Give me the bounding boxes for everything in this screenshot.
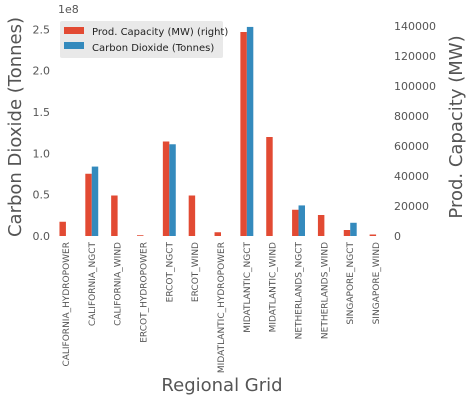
- bar-capacity-ercot_ngct: [162, 141, 170, 236]
- bar-capacity-singapore_ngct: [343, 230, 351, 236]
- bar-capacity-netherlands_ngct: [292, 209, 299, 236]
- left-tick-label: 2.5: [33, 23, 51, 36]
- left-tick-label: 2.0: [33, 65, 51, 78]
- x-tick-label: CALIFORNIA_HYDROPOWER: [62, 242, 72, 367]
- left-axis-multiplier: 1e8: [58, 3, 79, 16]
- legend-box: [60, 21, 223, 58]
- right-tick-label: 60000: [394, 140, 429, 153]
- right-tick-label: 140000: [394, 20, 436, 33]
- bar-capacity-netherlands_wind: [317, 215, 325, 236]
- x-tick-label: CALIFORNIA_NGCT: [88, 241, 98, 326]
- right-axis-label: Prod. Capacity (MW): [446, 35, 467, 218]
- left-tick-label: 0.5: [33, 189, 51, 202]
- right-tick-label: 40000: [394, 170, 429, 183]
- left-tick-label: 1.5: [33, 106, 51, 119]
- x-tick-label: NETHERLANDS_NGCT: [295, 242, 305, 340]
- x-axis-label: Regional Grid: [161, 375, 282, 396]
- bar-carbon-singapore_ngct: [350, 222, 357, 236]
- left-tick-label: 1.0: [33, 147, 51, 160]
- x-tick-label: SINGAPORE_NGCT: [346, 241, 356, 324]
- x-tick-label: NETHERLANDS_WIND: [320, 242, 330, 339]
- bar-capacity-california_hydropower: [59, 221, 66, 236]
- bar-carbon-midatlantic_ngct: [246, 26, 254, 237]
- right-tick-label: 20000: [394, 200, 429, 213]
- x-tick-label: MIDATLANTIC_WIND: [269, 242, 279, 332]
- bar-capacity-midatlantic_ngct: [240, 32, 247, 236]
- x-axis-ticks: CALIFORNIA_HYDROPOWER CALIFORNIA_NGCT CALI…: [62, 241, 382, 373]
- bar-capacity-midatlantic_wind: [266, 137, 273, 236]
- bar-carbon-ercot_ngct: [169, 144, 176, 236]
- right-tick-label: 0: [394, 230, 401, 243]
- x-tick-label: MIDATLANTIC_HYDROPOWER: [217, 242, 227, 373]
- legend-label-carbon: Carbon Dioxide (Tonnes): [92, 43, 214, 54]
- bar-capacity-california_ngct: [85, 173, 92, 236]
- bar-capacity-ercot_wind: [188, 195, 196, 236]
- left-axis-label: Carbon Dioxide (Tonnes): [5, 17, 26, 237]
- bar-capacity-midatlantic_hydropower: [214, 232, 221, 236]
- bar-carbon-california_ngct: [91, 166, 99, 236]
- bar-capacity-california_wind: [111, 195, 118, 236]
- x-tick-label: ERCOT_WIND: [191, 242, 201, 302]
- right-tick-label: 120000: [394, 50, 436, 63]
- x-tick-label: CALIFORNIA_WIND: [114, 242, 124, 326]
- left-axis-ticks: 0.0 0.5 1.0 1.5 2.0 2.5: [33, 23, 51, 243]
- right-tick-label: 100000: [394, 80, 436, 93]
- legend-swatch-capacity: [64, 27, 84, 34]
- legend: Prod. Capacity (MW) (right) Carbon Dioxi…: [60, 21, 228, 58]
- bar-capacity-singapore_wind: [369, 234, 377, 236]
- x-tick-label: MIDATLANTIC_NGCT: [243, 242, 253, 333]
- x-tick-label: SINGAPORE_WIND: [372, 242, 382, 324]
- legend-label-capacity: Prod. Capacity (MW) (right): [92, 27, 228, 38]
- right-axis-ticks: 0 20000 40000 60000 80000 100000 120000 140000: [394, 20, 436, 243]
- bars-group: [59, 26, 377, 237]
- x-tick-label: ERCOT_HYDROPOWER: [139, 242, 149, 343]
- legend-swatch-carbon: [64, 42, 84, 49]
- bar-capacity-ercot_hydropower: [137, 235, 144, 236]
- left-tick-label: 0.0: [33, 230, 51, 243]
- right-tick-label: 80000: [394, 110, 429, 123]
- x-tick-label: ERCOT_NGCT: [165, 242, 175, 303]
- bar-carbon-netherlands_ngct: [298, 205, 305, 236]
